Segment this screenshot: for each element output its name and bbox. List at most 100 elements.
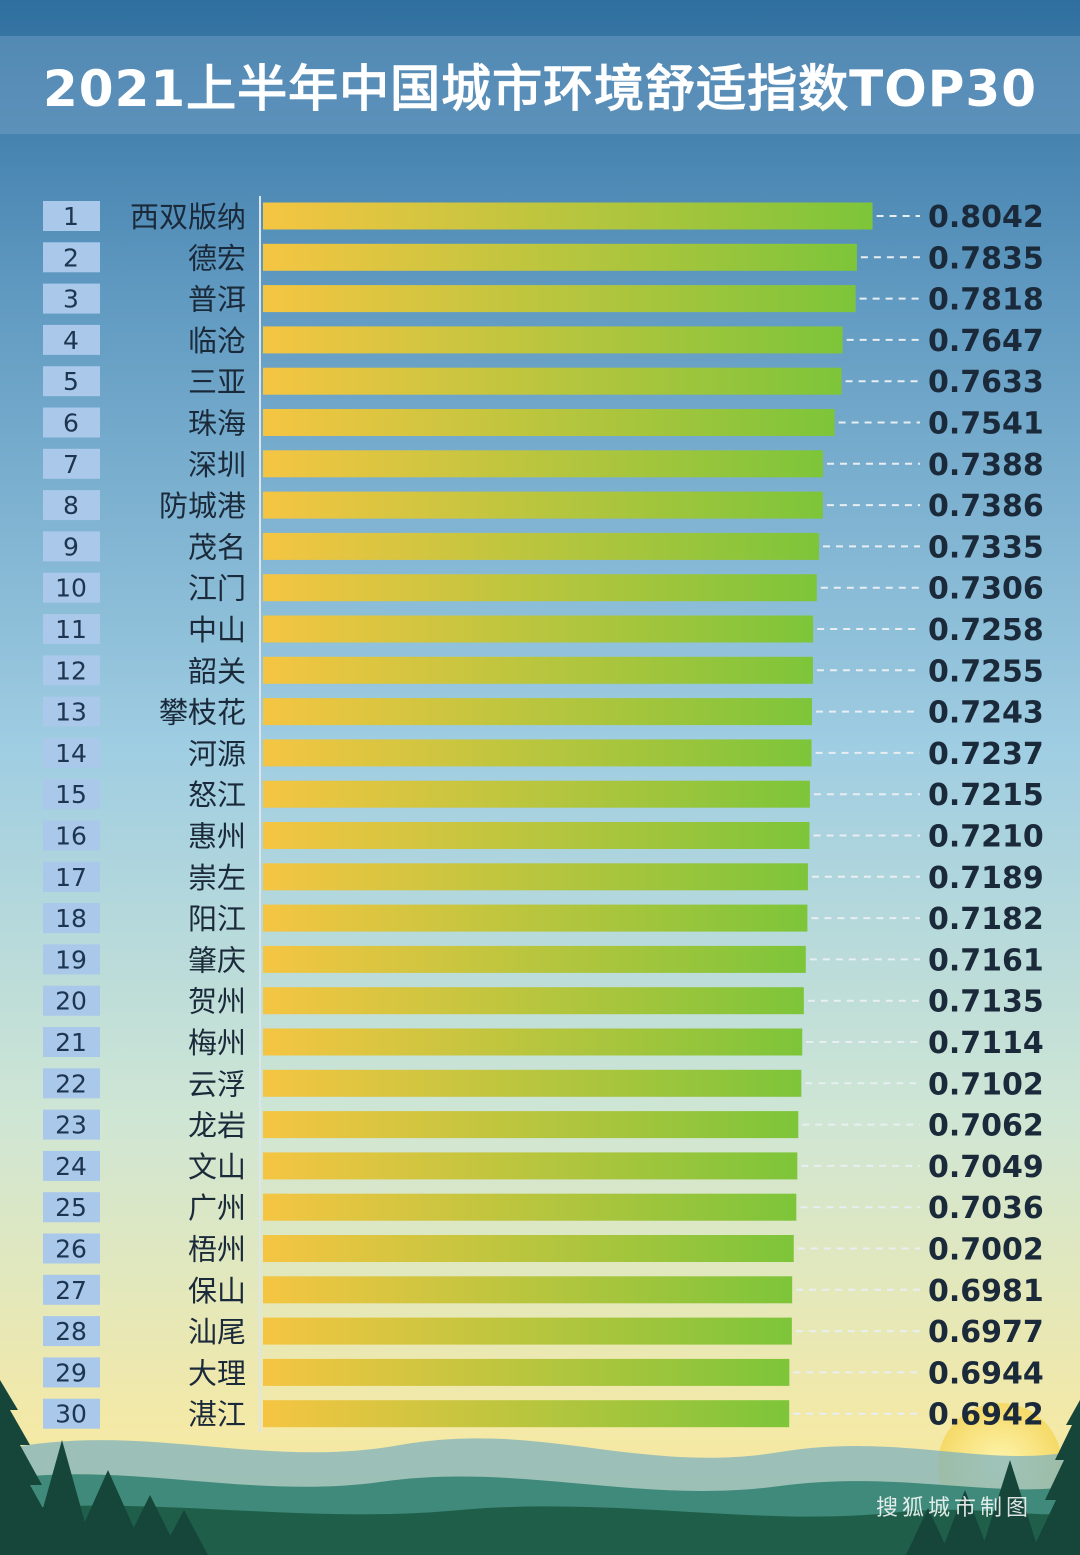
rank-label: 30 <box>55 1400 87 1429</box>
rank-box <box>43 985 100 1016</box>
value-label: 0.7161 <box>928 943 1044 978</box>
value-label: 0.7135 <box>928 985 1044 1020</box>
value-label: 0.6942 <box>928 1398 1044 1433</box>
rank-label: 10 <box>55 574 87 603</box>
rank-box <box>43 1316 100 1347</box>
rank-label: 16 <box>55 822 87 851</box>
category-label: 崇左 <box>188 861 246 895</box>
rank-label: 1 <box>63 202 79 231</box>
category-label: 攀枝花 <box>159 696 246 730</box>
rank-box <box>43 1398 100 1429</box>
rank-label: 28 <box>55 1317 87 1346</box>
value-label: 0.7049 <box>928 1150 1044 1185</box>
category-label: 德宏 <box>188 241 246 275</box>
bar <box>263 1069 802 1097</box>
value-label: 0.7633 <box>928 365 1044 400</box>
category-label: 防城港 <box>159 489 246 523</box>
category-label: 龙岩 <box>188 1109 246 1143</box>
category-label: 茂名 <box>188 530 246 564</box>
rank-label: 24 <box>55 1152 87 1181</box>
value-label: 0.7215 <box>928 778 1044 813</box>
bar <box>263 945 806 973</box>
value-label: 0.8042 <box>928 200 1044 235</box>
rank-box <box>43 1109 100 1140</box>
bar <box>263 1028 803 1056</box>
bar <box>263 1276 793 1304</box>
category-label: 江门 <box>188 572 246 606</box>
value-label: 0.7062 <box>928 1109 1044 1144</box>
rank-label: 5 <box>63 367 79 396</box>
category-label: 保山 <box>188 1274 246 1308</box>
rank-label: 21 <box>55 1028 87 1057</box>
rank-box <box>43 903 100 934</box>
value-label: 0.6977 <box>928 1315 1044 1350</box>
rank-box <box>43 324 100 355</box>
value-label: 0.7335 <box>928 530 1044 565</box>
rank-box <box>43 531 100 562</box>
rank-label: 3 <box>63 285 79 314</box>
rank-box <box>43 1274 100 1305</box>
bar <box>263 1400 790 1428</box>
category-label: 文山 <box>188 1150 246 1184</box>
rank-box <box>43 407 100 438</box>
rank-label: 2 <box>63 243 79 272</box>
bar <box>263 698 813 726</box>
value-label: 0.7102 <box>928 1067 1044 1102</box>
rank-label: 20 <box>55 987 87 1016</box>
rank-box <box>43 1068 100 1099</box>
category-label: 普洱 <box>188 283 246 317</box>
rank-box <box>43 201 100 231</box>
rank-box <box>43 490 100 521</box>
value-label: 0.7182 <box>928 902 1044 937</box>
value-label: 0.7189 <box>928 861 1044 896</box>
rank-box <box>43 614 100 644</box>
value-label: 0.6944 <box>928 1356 1044 1391</box>
value-label: 0.7002 <box>928 1233 1044 1268</box>
value-label: 0.7388 <box>928 448 1044 483</box>
rank-label: 12 <box>55 656 87 685</box>
value-label: 0.7114 <box>928 1026 1044 1061</box>
rank-box <box>43 737 100 768</box>
rank-box <box>43 572 100 603</box>
rank-box <box>43 944 100 975</box>
bar <box>263 450 824 478</box>
value-label: 0.7210 <box>928 820 1044 855</box>
category-label: 河源 <box>188 737 246 771</box>
bar <box>263 1317 792 1345</box>
bar <box>263 409 835 436</box>
bar <box>263 739 812 767</box>
category-label: 阳江 <box>188 902 246 936</box>
bar <box>263 656 813 684</box>
category-label: 肇庆 <box>188 943 246 977</box>
rank-label: 9 <box>63 532 79 561</box>
rank-box <box>43 242 100 273</box>
rank-label: 6 <box>63 409 79 438</box>
value-label: 0.7036 <box>928 1191 1044 1226</box>
rank-box <box>43 1233 100 1264</box>
rank-label: 25 <box>55 1193 87 1222</box>
rank-label: 23 <box>55 1111 87 1140</box>
bar <box>263 202 873 230</box>
value-label: 0.7255 <box>928 654 1044 689</box>
rank-label: 29 <box>55 1358 87 1387</box>
bar <box>263 367 842 395</box>
watermark: 搜狐城市制图 <box>875 1496 1032 1521</box>
value-label: 0.7386 <box>928 489 1044 524</box>
rank-label: 13 <box>55 698 87 727</box>
category-label: 湛江 <box>188 1398 246 1432</box>
rank-label: 27 <box>55 1276 87 1305</box>
rank-label: 11 <box>55 615 87 644</box>
category-label: 汕尾 <box>188 1315 246 1349</box>
bar <box>263 1111 799 1139</box>
rank-box <box>43 1150 100 1181</box>
category-label: 梧州 <box>188 1233 246 1267</box>
rank-box <box>43 655 100 686</box>
bar <box>263 904 808 932</box>
rank-label: 4 <box>63 326 79 355</box>
bar <box>263 532 819 560</box>
rank-label: 17 <box>55 863 87 892</box>
chart-title: 2021上半年中国城市环境舒适指数TOP30 <box>43 60 1037 118</box>
category-label: 珠海 <box>188 407 246 441</box>
category-label: 贺州 <box>188 985 246 1019</box>
rank-label: 18 <box>55 904 87 933</box>
